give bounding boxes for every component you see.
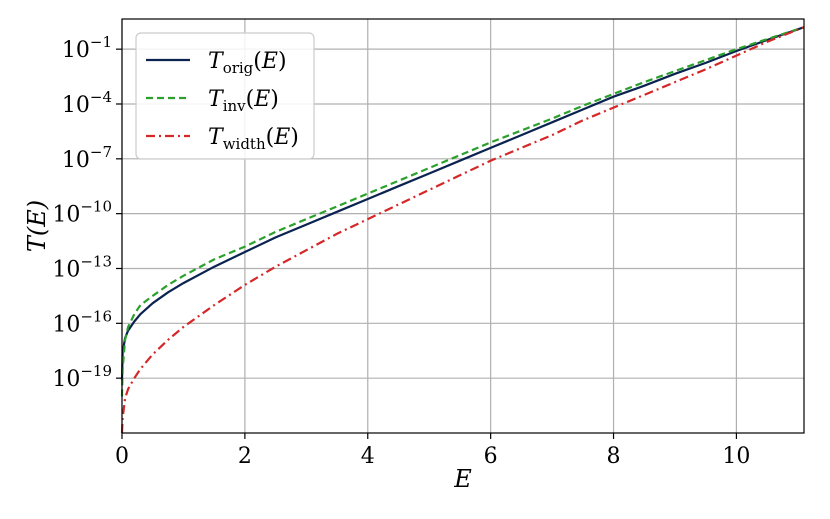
x-tick-label: 4 bbox=[361, 444, 375, 469]
series-line-1 bbox=[120, 26, 805, 397]
x-axis-label: E bbox=[453, 465, 472, 493]
legend-box bbox=[135, 32, 315, 160]
x-tick-label: 10 bbox=[722, 444, 750, 469]
legend-entry-2: Twidth(E) bbox=[208, 125, 299, 153]
y-tick-label: 10−13 bbox=[52, 252, 112, 282]
y-tick-label: 10−7 bbox=[62, 143, 112, 173]
y-tick-label: 10−1 bbox=[62, 33, 112, 63]
x-tick-label: 0 bbox=[115, 444, 129, 469]
y-tick-label: 10−16 bbox=[52, 307, 112, 337]
y-tick-label: 10−4 bbox=[62, 88, 112, 118]
series-line-2 bbox=[120, 26, 805, 434]
y-axis-label: T(E) bbox=[23, 200, 51, 252]
x-tick-label: 8 bbox=[607, 444, 621, 469]
y-tick-label: 10−10 bbox=[52, 198, 112, 228]
x-tick-label: 2 bbox=[238, 444, 252, 469]
y-tick-label: 10−19 bbox=[52, 362, 112, 392]
x-tick-label: 6 bbox=[484, 444, 498, 469]
series-lines bbox=[120, 26, 805, 434]
plot-frame bbox=[121, 18, 805, 434]
legend: Torig(E) Tinv(E) Twidth(E) bbox=[135, 32, 315, 160]
legend-entry-1: Tinv(E) bbox=[208, 87, 279, 115]
series-line-0 bbox=[120, 26, 805, 381]
legend-entry-0: Torig(E) bbox=[208, 49, 287, 77]
ticks: 0 2 4 6 8 10 10−1 10−4 10−7 10−10 10−13 10−16 10−19 bbox=[52, 33, 750, 469]
